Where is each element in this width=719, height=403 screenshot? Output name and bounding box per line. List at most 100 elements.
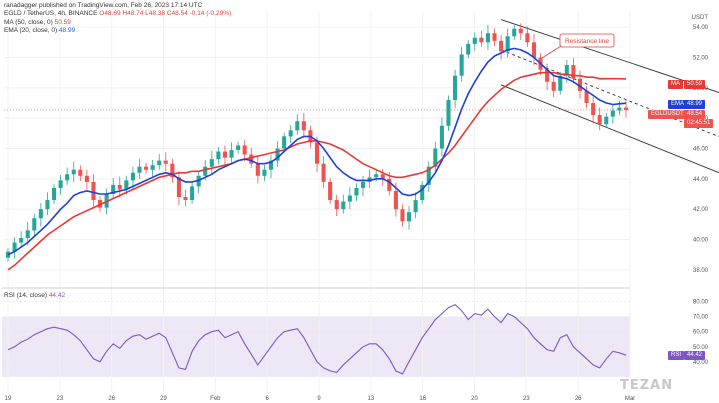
candle-body bbox=[591, 103, 596, 116]
candle-body bbox=[65, 174, 70, 181]
candle-body bbox=[71, 169, 76, 175]
candle-body bbox=[518, 28, 523, 34]
symbol-line: EGLD / TetherUS, 4h, BINANCE O48.69 H48.… bbox=[4, 10, 231, 17]
resistance-callout-text: Resistance line bbox=[565, 38, 609, 45]
candle-body bbox=[282, 136, 287, 149]
candle-body bbox=[130, 172, 135, 181]
time-tick-label: 6 bbox=[265, 396, 269, 402]
candle-body bbox=[144, 166, 149, 170]
candle-body bbox=[525, 33, 530, 43]
candle-body bbox=[393, 190, 398, 210]
rsi-axis[interactable]: 80.00 70.00 60.00 50.00 40.00 bbox=[693, 300, 709, 366]
rsi-line bbox=[7, 303, 627, 375]
candle-body bbox=[604, 116, 609, 125]
candle-body bbox=[255, 163, 260, 176]
candle-body bbox=[124, 180, 129, 190]
candle-body bbox=[216, 151, 221, 160]
resistance-callout-pointer bbox=[541, 45, 562, 59]
price-tick-label: 52.00 bbox=[693, 56, 709, 62]
candle-body bbox=[374, 174, 379, 178]
candle-body bbox=[446, 99, 451, 126]
ma-price-badge: 50.59 bbox=[684, 80, 706, 89]
ema-legend-label: EMA (20, close, 0) bbox=[4, 27, 58, 34]
candle-body bbox=[314, 142, 320, 164]
candle-body bbox=[623, 107, 629, 110]
candle-body bbox=[413, 200, 418, 213]
candle-body bbox=[295, 121, 300, 131]
candle-body bbox=[577, 78, 583, 91]
candle-body bbox=[249, 154, 254, 164]
candle-body bbox=[117, 184, 122, 190]
candle-body bbox=[505, 36, 510, 52]
rsi-tick-label: 80.00 bbox=[693, 300, 709, 306]
countdown-badge: 02:45:51 bbox=[684, 119, 714, 128]
candle-body bbox=[275, 148, 280, 161]
candle-body bbox=[301, 121, 306, 131]
candle-body bbox=[347, 195, 352, 202]
rsi-tick-label: 70.00 bbox=[693, 315, 709, 321]
author-line: ranadagger published on TradingView.com,… bbox=[4, 2, 203, 9]
candle-body bbox=[45, 200, 50, 210]
candle-body bbox=[433, 148, 438, 167]
time-tick-label: 20 bbox=[471, 396, 478, 402]
watermark-logo: TEZAN bbox=[620, 378, 674, 393]
rsi-legend[interactable]: RSI (14, close) 44.42 bbox=[4, 292, 65, 299]
candle-body bbox=[222, 151, 227, 158]
candle-body bbox=[84, 175, 89, 182]
candle-body bbox=[170, 163, 175, 178]
candle-body bbox=[584, 90, 589, 103]
candle-body bbox=[472, 37, 477, 44]
candle-body bbox=[485, 33, 490, 43]
candle-body bbox=[236, 145, 241, 151]
candle-body bbox=[479, 37, 484, 43]
candle-body bbox=[531, 42, 536, 58]
candle-body bbox=[499, 40, 504, 52]
candle-body bbox=[25, 230, 30, 238]
ma-legend[interactable]: MA (50, close, 0) 50.59 bbox=[4, 19, 71, 26]
time-tick-label: 19 bbox=[5, 396, 12, 402]
candle-body bbox=[137, 166, 142, 173]
time-axis[interactable]: 19 23 26 29 Feb 6 9 13 16 20 23 26 Mar bbox=[5, 396, 636, 402]
rsi-tick-label: 50.00 bbox=[693, 345, 709, 351]
ema-legend[interactable]: EMA (20, close, 0) 48.99 bbox=[4, 27, 75, 34]
rsi-tag-badge: RSI bbox=[668, 351, 685, 360]
candle-body bbox=[564, 65, 569, 76]
resistance-line bbox=[500, 19, 719, 93]
candle-body bbox=[203, 166, 208, 176]
time-tick-label: Mar bbox=[625, 396, 635, 402]
symbol-text: EGLD / TetherUS, 4h, BINANCE bbox=[4, 10, 98, 17]
candle-body bbox=[242, 145, 247, 155]
time-tick-label: 29 bbox=[160, 396, 167, 402]
candle-body bbox=[341, 201, 346, 210]
ohlc-values: O48.69 H48.74 L48.38 C48.54 -0.14 (-0.29… bbox=[99, 10, 232, 17]
time-tick-label: 26 bbox=[575, 396, 582, 402]
candle-body bbox=[459, 54, 464, 76]
candle-body bbox=[360, 181, 366, 188]
price-tick-label: 42.00 bbox=[693, 207, 709, 213]
last-price-badge: 48.54 bbox=[684, 110, 706, 119]
candle-body bbox=[32, 218, 37, 231]
candle-body bbox=[466, 43, 471, 55]
candle-body bbox=[492, 33, 497, 41]
time-tick-label: 23 bbox=[523, 396, 530, 402]
candle-body bbox=[558, 75, 563, 91]
candle-body bbox=[183, 197, 188, 201]
candle-body bbox=[617, 107, 622, 111]
candle-body bbox=[111, 184, 116, 194]
candle-body bbox=[321, 163, 326, 182]
price-tick-label: 46.00 bbox=[693, 147, 709, 153]
candle-body bbox=[512, 28, 517, 37]
candle-body bbox=[51, 187, 57, 201]
symbol-badge: EGLDUSDT bbox=[648, 110, 687, 119]
candle-body bbox=[262, 169, 267, 176]
candle-body bbox=[334, 200, 339, 210]
rsi-legend-value: 44.42 bbox=[48, 292, 66, 299]
candle-body bbox=[268, 160, 274, 170]
candle-body bbox=[190, 186, 195, 201]
candle-body bbox=[229, 150, 234, 158]
candle-body bbox=[571, 65, 576, 79]
candle-body bbox=[150, 165, 155, 170]
candle-body bbox=[453, 75, 458, 100]
candle-body bbox=[209, 159, 214, 167]
